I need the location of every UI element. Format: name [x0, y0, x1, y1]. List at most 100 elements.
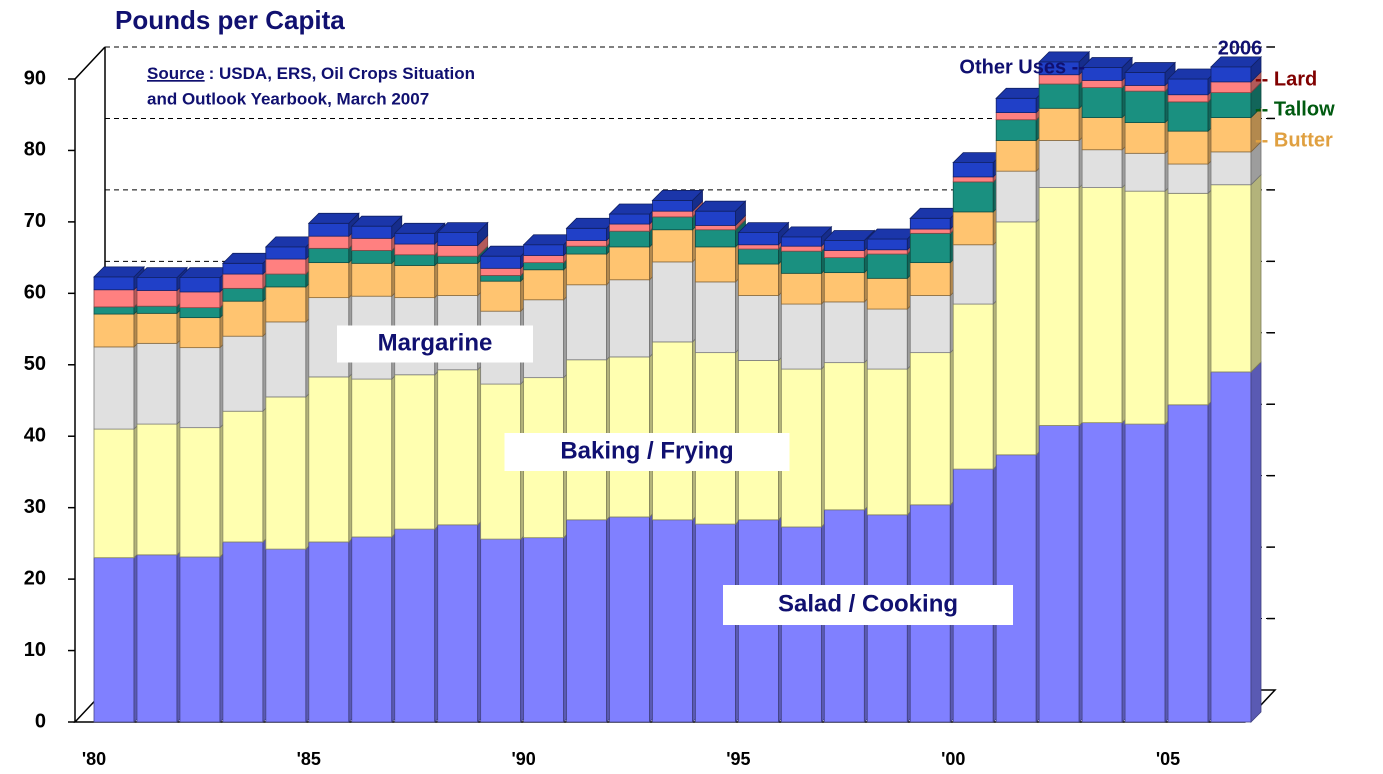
bar-segment [995, 140, 1037, 172]
bar-segment [1167, 404, 1209, 723]
x-tick-label: '95 [726, 749, 750, 769]
bar-segment [566, 284, 607, 361]
bar-segment [222, 287, 264, 302]
bar-top [694, 200, 747, 212]
bar-segment [738, 295, 779, 361]
bar-segment [480, 280, 522, 312]
bar-segment [136, 342, 178, 425]
bar-segment [93, 557, 135, 723]
bar-segment [1210, 92, 1252, 118]
bar-segment [93, 289, 135, 308]
bar-segment [308, 262, 350, 299]
bar-segment [695, 246, 736, 283]
bar-segment [394, 374, 436, 530]
bar-segment [437, 232, 479, 246]
bar-segment [995, 119, 1037, 141]
bar-segment [394, 243, 436, 256]
bar-segment [866, 368, 908, 516]
bar-segment [1124, 423, 1166, 723]
series-label-box [504, 433, 790, 471]
bar-segment [652, 341, 693, 521]
chart-title: Pounds per Capita [115, 5, 345, 35]
bar-segment [1167, 192, 1209, 406]
bar-segment [437, 524, 479, 723]
bar-segment [523, 262, 565, 271]
bar-segment [93, 346, 135, 430]
bar-segment [222, 335, 264, 412]
bar-segment [351, 536, 393, 723]
bar-segment [995, 112, 1037, 121]
bar-segment [1081, 117, 1123, 151]
bar-segment [1124, 90, 1166, 123]
bar-segment [909, 295, 951, 354]
y-tick-label: 50 [24, 353, 46, 375]
y-tick-label: 90 [24, 67, 46, 89]
bar-segment [136, 277, 178, 291]
bar-segment [93, 276, 135, 291]
bar-segment [1038, 425, 1080, 723]
y-tick-label: 10 [24, 639, 46, 661]
bar-segment [523, 269, 565, 301]
bar-segment [1167, 101, 1209, 132]
legend-label: -- Tallow [1255, 98, 1335, 120]
bar-segment [1081, 149, 1123, 188]
bar-segment [952, 303, 994, 470]
legend-label: -- Butter [1255, 129, 1333, 151]
bar-segment [308, 222, 350, 237]
bar-segment [222, 262, 264, 275]
top-edge [74, 46, 106, 80]
bar-segment [1210, 81, 1252, 93]
bar-segment [136, 290, 178, 307]
source-note: and Outlook Yearbook, March 2007 [147, 89, 429, 108]
bar-segment [523, 537, 565, 723]
bar-top [1081, 57, 1134, 68]
bar-segment [351, 250, 393, 264]
bar-segment [179, 291, 221, 309]
bar-segment [136, 423, 178, 556]
bar-segment [695, 225, 736, 231]
bar-segment [394, 254, 436, 266]
bar-segment [265, 258, 307, 275]
bar-segment [652, 216, 693, 231]
bar-segment [394, 265, 436, 299]
bar-segment [1081, 87, 1123, 118]
x-tick-label: '05 [1156, 749, 1180, 769]
bar-segment [909, 262, 951, 296]
bar-segment [995, 97, 1037, 113]
series-label-box [337, 325, 533, 363]
bar-segment [222, 300, 264, 337]
y-tick-label: 40 [24, 425, 46, 447]
bar-segment [179, 317, 221, 349]
bar-segment [1167, 78, 1209, 96]
x-tick-label: '80 [82, 749, 106, 769]
y-tick-label: 30 [24, 496, 46, 518]
bar-segment [952, 181, 994, 213]
bar-segment [609, 246, 650, 281]
series-label: Baking / Frying [560, 437, 733, 464]
bar-top [1210, 56, 1262, 68]
bar-segment [738, 248, 779, 265]
y-tick-label: 80 [24, 139, 46, 161]
bar-segment [480, 538, 522, 723]
y-tick-label: 70 [24, 210, 46, 232]
annotation: 2006 [1218, 37, 1263, 59]
bar-segment [780, 236, 822, 247]
bar-segment [222, 273, 264, 289]
bar-segment [93, 313, 135, 348]
bar-segment [780, 303, 822, 370]
bar-top [737, 222, 790, 234]
bar-segment [823, 362, 865, 511]
bar-segment [566, 253, 607, 286]
bar-segment [351, 237, 393, 251]
bar-segment [609, 279, 650, 358]
bar-segment [437, 255, 479, 264]
bar-segment [866, 249, 908, 255]
bar-segment [652, 519, 693, 723]
bar-segment [1210, 151, 1252, 186]
x-tick-label: '00 [941, 749, 965, 769]
bar-segment [1167, 130, 1209, 165]
bar-top [93, 266, 145, 278]
bar-segment [1167, 94, 1209, 103]
bar-top [135, 267, 188, 279]
bar-segment [866, 238, 908, 251]
